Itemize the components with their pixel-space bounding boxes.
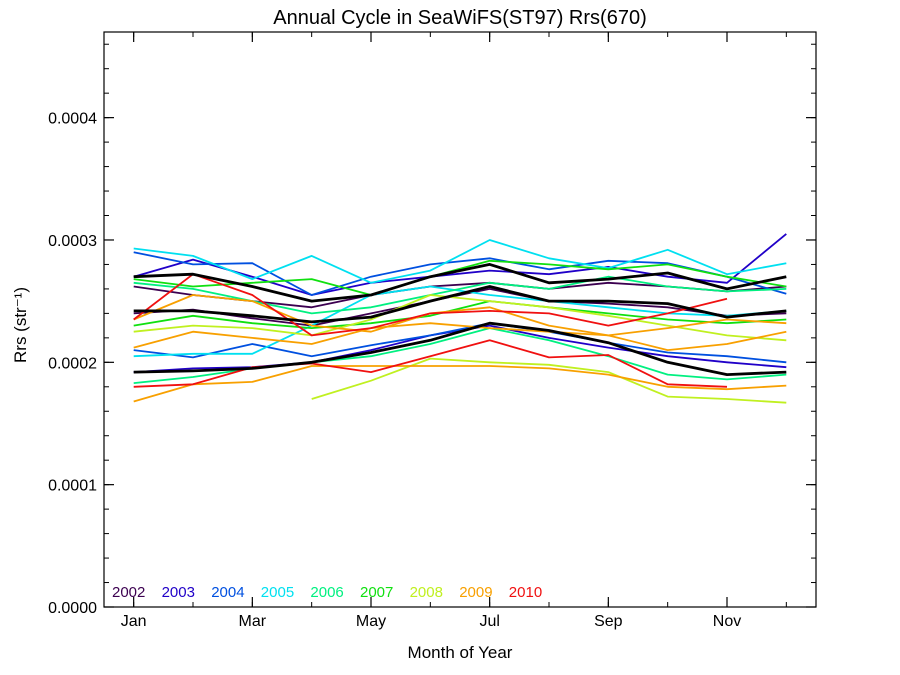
x-tick-label-4: Sep [594, 613, 623, 630]
legend-entry-2002: 2002 [112, 584, 145, 601]
series-line-2005-7 [133, 285, 787, 358]
legend-entry-2008: 2008 [410, 584, 443, 601]
x-tick-label-2: May [356, 613, 386, 630]
y-tick-label-1: 0.0001 [48, 478, 97, 495]
legend-entry-2009: 2009 [459, 584, 492, 601]
y-tick-label-0: 0.0000 [48, 600, 97, 617]
x-tick-label-3: Jul [479, 613, 499, 630]
series-line-2004-5 [133, 322, 787, 364]
series-line-2010-17 [133, 339, 728, 388]
series-layer [133, 233, 787, 404]
y-tick-label-3: 0.0003 [48, 233, 97, 250]
chart-title: Annual Cycle in SeaWiFS(ST97) Rrs(670) [273, 7, 646, 29]
series-line-2009-16 [133, 294, 787, 351]
legend-entry-2007: 2007 [360, 584, 393, 601]
series-line-2006-8 [133, 275, 787, 315]
legend-entry-2010: 2010 [509, 584, 542, 601]
mean-series-line--19 [133, 263, 787, 303]
y-tick-label-2: 0.0002 [48, 355, 97, 372]
series-line-2005-6 [133, 239, 787, 284]
x-tick-label-0: Jan [121, 613, 147, 630]
legend-entry-2003: 2003 [162, 584, 195, 601]
series-line-2009-15 [133, 318, 787, 349]
x-tick-label-1: Mar [239, 613, 267, 630]
series-line-2004-4 [133, 251, 787, 296]
x-tick-label-5: Nov [713, 613, 741, 630]
axes-layer: Jan Mar May Jul Sep Nov 0.0000 0.0001 0.0002 0.00… [48, 31, 817, 630]
legend: 2002 2003 2004 2005 2006 2007 2008 2009 2010 [112, 584, 542, 601]
series-line-2010-18 [133, 273, 728, 337]
plot-frame [103, 31, 817, 608]
legend-entry-2006: 2006 [310, 584, 343, 601]
x-axis-label: Month of Year [408, 643, 513, 662]
legend-entry-2005: 2005 [261, 584, 294, 601]
mean-series-line--21 [133, 321, 787, 376]
mean-series-line--20 [133, 285, 787, 324]
y-axis-label: Rrs (str⁻¹) [11, 287, 30, 363]
series-line-2003-2 [133, 233, 787, 296]
legend-entry-2004: 2004 [211, 584, 244, 601]
y-tick-label-4: 0.0004 [48, 111, 97, 128]
series-line-2008-12 [311, 357, 787, 404]
series-line-2008-13 [133, 294, 787, 342]
series-line-2009-14 [133, 365, 787, 403]
series-line-2007-11 [133, 300, 787, 329]
